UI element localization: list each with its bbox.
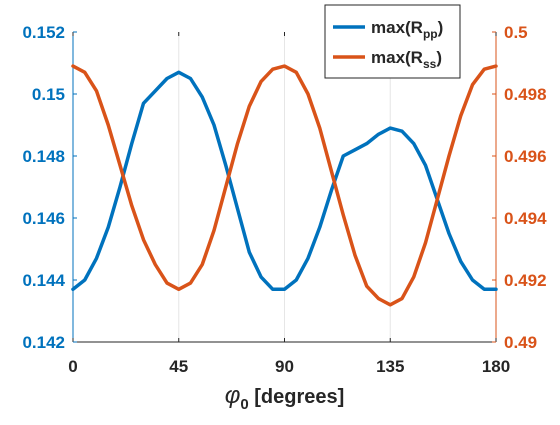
right-y-tick-label: 0.494 — [504, 209, 547, 228]
x-tick-label: 0 — [68, 357, 77, 376]
right-y-tick-label: 0.5 — [504, 23, 528, 42]
x-tick-label: 90 — [275, 357, 294, 376]
right-y-tick-label: 0.49 — [504, 333, 537, 352]
left-y-tick-label: 0.15 — [32, 85, 65, 104]
left-y-tick-label: 0.148 — [22, 147, 65, 166]
right-y-tick-label: 0.498 — [504, 85, 547, 104]
x-tick-label: 180 — [482, 357, 510, 376]
left-y-tick-label: 0.146 — [22, 209, 65, 228]
left-y-tick-label: 0.144 — [22, 271, 65, 290]
x-axis-label: φ0 [degrees] — [225, 382, 345, 413]
x-tick-label: 135 — [376, 357, 404, 376]
right-y-tick-label: 0.492 — [504, 271, 547, 290]
series-line-pp — [71, 70, 498, 292]
x-tick-label: 45 — [169, 357, 188, 376]
right-y-tick-label: 0.496 — [504, 147, 547, 166]
left-y-tick-label: 0.152 — [22, 23, 65, 42]
legend-label-pp: max(Rpp) — [371, 18, 443, 41]
legend-box — [324, 4, 461, 79]
series-line-ss — [71, 64, 498, 307]
left-y-tick-label: 0.142 — [22, 333, 65, 352]
legend-label-ss: max(Rss) — [371, 48, 442, 71]
